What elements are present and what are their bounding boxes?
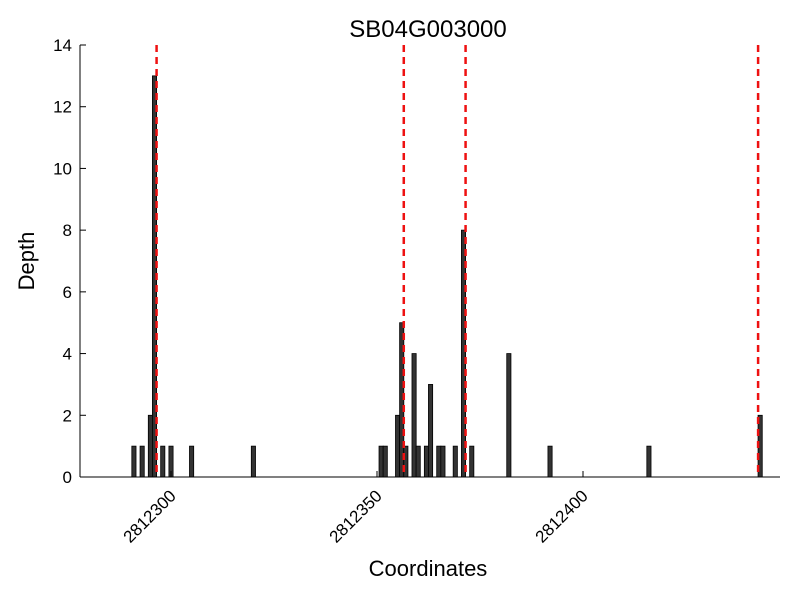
bar-24 bbox=[646, 445, 652, 478]
reference-lines-group bbox=[155, 45, 760, 477]
bar-9 bbox=[382, 445, 388, 478]
y-tick-label-2: 4 bbox=[63, 345, 72, 364]
bars-group bbox=[131, 75, 763, 478]
y-tick-label-0: 0 bbox=[63, 468, 72, 487]
y-ticks-group: 0 2 4 6 8 10 12 14 bbox=[53, 36, 86, 487]
y-tick-label-3: 6 bbox=[63, 283, 72, 302]
bar-4 bbox=[160, 445, 166, 478]
bar-8 bbox=[378, 445, 384, 478]
bar-21 bbox=[469, 445, 475, 478]
bar-2 bbox=[147, 414, 153, 478]
bar-14 bbox=[415, 445, 421, 478]
y-axis-label: Depth bbox=[14, 232, 39, 291]
y-tick-label-4: 8 bbox=[63, 221, 72, 240]
bar-18 bbox=[440, 445, 446, 478]
axes-group bbox=[79, 45, 780, 478]
bar-0 bbox=[131, 445, 137, 478]
bar-13 bbox=[411, 353, 417, 478]
bar-15 bbox=[423, 445, 429, 478]
bar-23 bbox=[547, 445, 553, 478]
y-tick-label-5: 10 bbox=[53, 159, 72, 178]
chart-title: SB04G003000 bbox=[349, 16, 506, 43]
bar-22 bbox=[506, 353, 512, 478]
x-tick-label-1: 2812350 bbox=[326, 486, 386, 546]
bar-10 bbox=[395, 414, 401, 478]
y-tick-label-6: 12 bbox=[53, 98, 72, 117]
bar-1 bbox=[139, 445, 145, 478]
bar-17 bbox=[436, 445, 442, 478]
y-tick-label-7: 14 bbox=[53, 36, 72, 55]
x-axis-label: Coordinates bbox=[369, 556, 488, 581]
bar-16 bbox=[428, 384, 434, 478]
x-ticks-group: 2812300 2812350 2812400 bbox=[120, 471, 592, 547]
bar-7 bbox=[250, 445, 256, 478]
bar-12 bbox=[403, 445, 409, 478]
x-tick-label-2: 2812400 bbox=[532, 486, 592, 546]
y-tick-label-1: 2 bbox=[63, 406, 72, 425]
x-tick-label-0: 2812300 bbox=[120, 486, 180, 546]
bar-6 bbox=[189, 445, 195, 478]
bar-19 bbox=[452, 445, 458, 478]
